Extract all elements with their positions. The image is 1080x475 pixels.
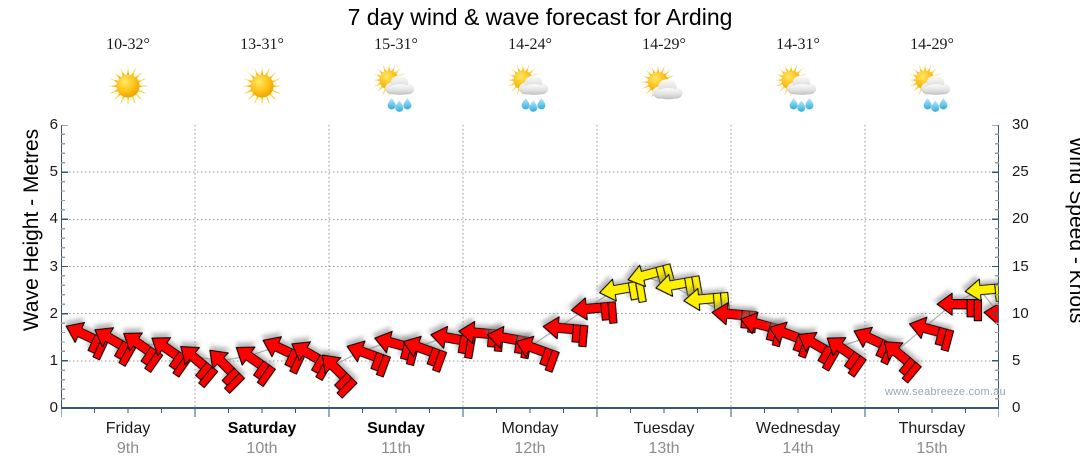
- day-header-thursday: 14-29°: [865, 36, 999, 122]
- right-axis-tick-10: 10: [1012, 304, 1029, 322]
- temperature-range: 14-29°: [642, 36, 686, 53]
- right-axis-tick-5: 5: [1012, 351, 1021, 369]
- day-name: Saturday: [227, 420, 297, 437]
- day-date: 13th: [648, 440, 680, 457]
- temperature-range: 13-31°: [240, 36, 284, 53]
- day-name: Thursday: [898, 420, 966, 437]
- day-date: 14th: [782, 440, 814, 457]
- left-axis-tick-4: 4: [49, 210, 58, 228]
- day-name: Wednesday: [755, 420, 841, 437]
- day-date: 10th: [246, 440, 278, 457]
- day-date: 11th: [381, 440, 411, 457]
- sun-cloud-rain-icon: [904, 58, 960, 114]
- day-header-sunday: 15-31°: [329, 36, 463, 122]
- day-header-saturday: 13-31°: [195, 36, 329, 122]
- sun-cloud-rain-icon: [368, 58, 424, 114]
- left-axis-tick-2: 2: [49, 304, 58, 322]
- temperature-range: 14-29°: [910, 36, 954, 53]
- day-name: Friday: [105, 420, 151, 437]
- left-axis-tick-0: 0: [49, 399, 58, 416]
- day-footer-monday: Monday 12th: [463, 419, 597, 469]
- right-axis-tick-20: 20: [1012, 210, 1029, 228]
- temperature-range: 14-31°: [776, 36, 820, 53]
- sun-cloud-rain-icon: [502, 58, 558, 114]
- day-header-monday: 14-24°: [463, 36, 597, 122]
- day-date: 15th: [916, 440, 948, 457]
- plot-svg: [61, 125, 999, 417]
- day-footer-sunday: Sunday 11th: [329, 419, 463, 469]
- day-header-tuesday: 14-29°: [597, 36, 731, 122]
- sun-icon: [234, 58, 290, 114]
- day-footer-friday: Friday 9th: [61, 419, 195, 469]
- sun-cloud-rain-icon: [770, 58, 826, 114]
- right-axis-tick-25: 25: [1012, 163, 1029, 181]
- day-name: Tuesday: [633, 420, 695, 437]
- day-date: 9th: [116, 440, 140, 457]
- right-axis-tick-0: 0: [1012, 399, 1021, 416]
- plot-area: [61, 125, 999, 417]
- day-footer-thursday: Thursday 15th: [865, 419, 999, 469]
- sun-cloud-icon: [636, 58, 692, 114]
- day-footer-tuesday: Tuesday 13th: [597, 419, 731, 469]
- day-footer-saturday: Saturday 10th: [195, 419, 329, 469]
- watermark: www.seabreeze.com.au: [885, 386, 1006, 398]
- left-axis-tick-1: 1: [49, 351, 58, 369]
- left-axis-tick-3: 3: [49, 257, 58, 275]
- left-axis-tick-5: 5: [49, 163, 58, 181]
- day-name: Monday: [501, 420, 559, 437]
- day-header-friday: 10-32°: [61, 36, 195, 122]
- day-header-wednesday: 14-31°: [731, 36, 865, 122]
- temperature-range: 15-31°: [374, 36, 418, 53]
- temperature-range: 10-32°: [106, 36, 150, 53]
- right-axis-tick-30: 30: [1012, 116, 1029, 133]
- right-axis-title: Wind Speed - Knots: [1065, 136, 1080, 324]
- temperature-range: 14-24°: [508, 36, 552, 53]
- day-name: Sunday: [367, 420, 425, 437]
- right-axis-tick-15: 15: [1012, 257, 1029, 275]
- day-footer-wednesday: Wednesday 14th: [731, 419, 865, 469]
- day-date: 12th: [514, 440, 546, 457]
- sun-icon: [100, 58, 156, 114]
- left-axis-tick-6: 6: [49, 116, 58, 133]
- page-title: 7 day wind & wave forecast for Arding: [347, 4, 733, 30]
